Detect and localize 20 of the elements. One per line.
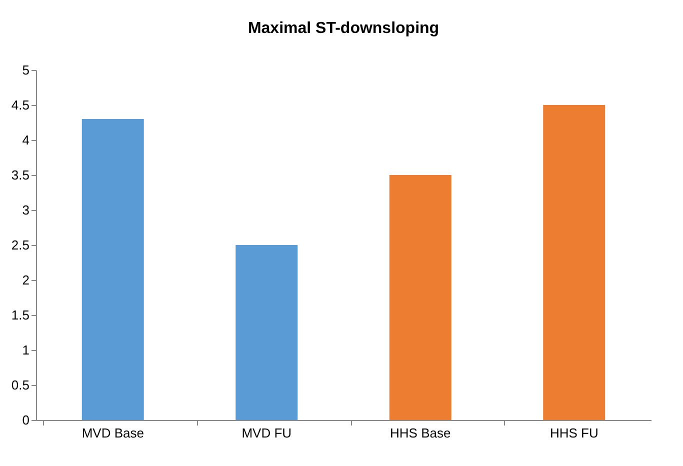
y-tick-label: 0.5: [11, 378, 30, 392]
x-tick-label: HHS FU: [550, 426, 598, 440]
y-tick-label: 4: [22, 132, 30, 148]
x-tick-label: HHS Base: [390, 426, 451, 440]
y-tick-label: 2.5: [11, 238, 30, 252]
y-tick-label: 1: [22, 342, 30, 358]
y-tick-label: 5: [22, 62, 30, 78]
y-tick-label: 3.5: [11, 168, 30, 182]
bar: [82, 119, 144, 420]
bar: [543, 105, 606, 420]
x-tick-label: MVD FU: [242, 426, 292, 440]
y-tick-label: 1.5: [11, 308, 30, 322]
x-tick-label: MVD Base: [82, 426, 144, 440]
y-tick-label: 3: [22, 202, 30, 218]
y-tick-label: 0: [22, 412, 30, 428]
bar: [389, 175, 452, 420]
chart-title: Maximal ST-downsloping: [248, 20, 440, 37]
bar: [236, 245, 298, 420]
y-tick-label: 2: [22, 272, 30, 288]
y-tick-label: 4.5: [11, 98, 30, 112]
